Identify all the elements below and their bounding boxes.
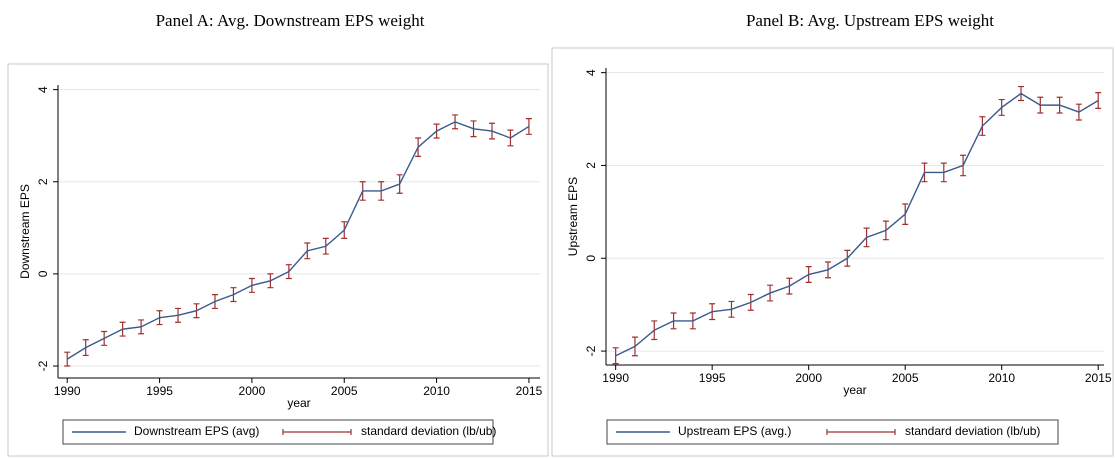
legend-label: Upstream EPS (avg.) <box>678 424 791 438</box>
legend-label: Downstream EPS (avg) <box>134 424 259 438</box>
y-tick-label: 2 <box>584 162 598 169</box>
error-bar <box>1095 91 1102 109</box>
error-bar <box>612 347 619 365</box>
legend-error-label: standard deviation (lb/ub) <box>361 424 496 438</box>
legend-error-label: standard deviation (lb/ub) <box>905 424 1040 438</box>
x-tick-label: 2000 <box>239 384 266 398</box>
chart-title: Panel B: Avg. Upstream EPS weight <box>746 11 994 30</box>
y-axis-label: Upstream EPS <box>566 177 580 256</box>
y-tick-label: -2 <box>36 360 50 371</box>
y-axis-label: Downstream EPS <box>18 184 32 279</box>
panel-border <box>551 47 1114 457</box>
y-tick-label: 4 <box>36 86 50 93</box>
x-axis-label: year <box>843 383 866 397</box>
legend-error <box>826 429 896 435</box>
x-tick-label: 1995 <box>146 384 173 398</box>
legend-box <box>62 419 494 445</box>
line <box>66 121 530 360</box>
x-axis-label: year <box>287 396 310 410</box>
chart-title: Panel A: Avg. Downstream EPS weight <box>156 11 425 30</box>
y-tick-label: -2 <box>584 345 598 356</box>
legend-error <box>282 429 352 435</box>
x-tick-label: 2010 <box>423 384 450 398</box>
line <box>615 92 1099 357</box>
x-tick-label: 1990 <box>54 384 81 398</box>
x-tick-label: 2000 <box>795 371 822 385</box>
y-tick-label: 4 <box>584 69 598 76</box>
x-tick-label: 2015 <box>1085 371 1112 385</box>
x-tick-label: 2015 <box>516 384 543 398</box>
x-tick-label: 2005 <box>331 384 358 398</box>
y-tick-label: 0 <box>584 255 598 262</box>
x-tick-label: 1995 <box>699 371 726 385</box>
panel-border <box>7 63 549 457</box>
x-tick-label: 1990 <box>602 371 629 385</box>
y-tick-label: 0 <box>36 270 50 277</box>
error-bar <box>525 118 532 135</box>
y-tick-label: 2 <box>36 178 50 185</box>
x-tick-label: 2010 <box>988 371 1015 385</box>
x-tick-label: 2005 <box>892 371 919 385</box>
